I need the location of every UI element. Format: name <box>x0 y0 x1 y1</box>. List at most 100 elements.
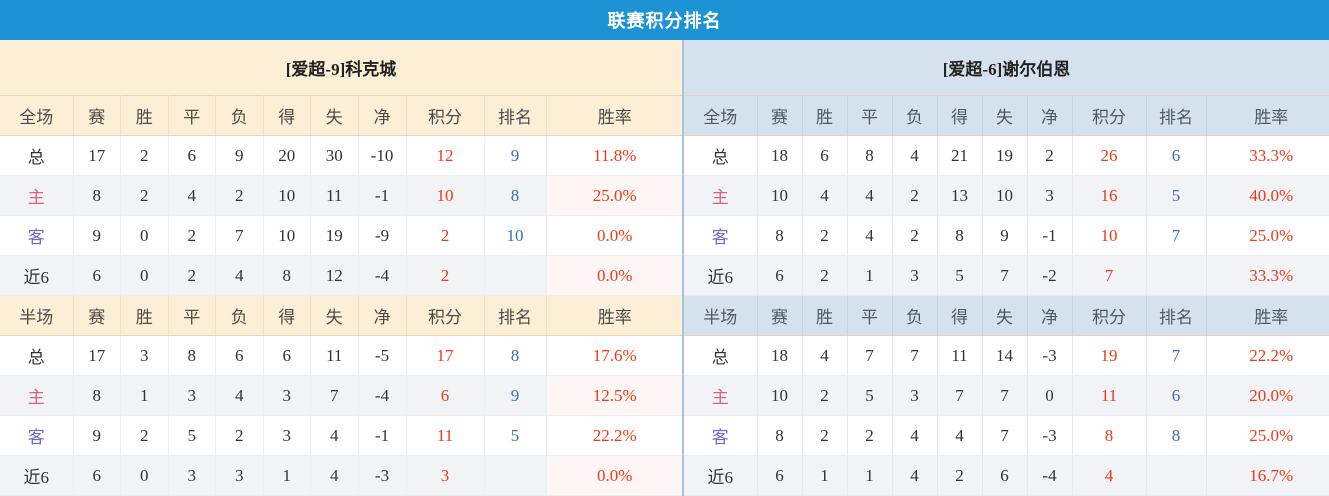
cell-played: 6 <box>757 255 803 296</box>
cell-draw: 4 <box>847 215 893 256</box>
cell-win: 2 <box>802 375 848 416</box>
column-header-4: 负 <box>892 295 938 336</box>
cell-gf: 10 <box>263 215 311 256</box>
home-team-standings-table: 全场赛胜平负得失净积分 排名 胜率总 17 2 6 9 20 30 -10 12 9 11.8% 主 8 2 4… <box>0 95 683 496</box>
cell-gf: 21 <box>937 135 983 176</box>
cell-rank <box>484 255 547 296</box>
column-header-10: 胜率 <box>1206 295 1329 336</box>
standings-panels: [爱超-9]科克城 全场赛胜平负得失净积分 排名 胜率总 17 2 6 9 20 30 -10 12… <box>0 40 1329 496</box>
cell-loss: 2 <box>892 175 938 216</box>
table-row: 近6 6 0 2 4 8 12 -4 2 0.0% <box>0 255 683 296</box>
away-team-name: [爱超-6]谢尔伯恩 <box>684 40 1329 95</box>
cell-win-rate: 0.0% <box>546 455 683 496</box>
cell-draw: 3 <box>168 375 216 416</box>
cell-gd: 2 <box>1027 135 1073 176</box>
cell-played: 6 <box>73 455 121 496</box>
cell-draw: 6 <box>168 135 216 176</box>
cell-points: 17 <box>406 335 485 376</box>
cell-draw: 5 <box>847 375 893 416</box>
cell-ga: 4 <box>310 455 359 496</box>
cell-loss: 4 <box>892 415 938 456</box>
cell-played: 9 <box>73 415 121 456</box>
cell-points: 16 <box>1072 175 1147 216</box>
cell-draw: 1 <box>847 255 893 296</box>
cell-gf: 5 <box>937 255 983 296</box>
table-row: 近6 6 2 1 3 5 7 -2 7 33.3% <box>684 255 1329 296</box>
column-header-1: 赛 <box>757 295 803 336</box>
cell-ga: 10 <box>982 175 1028 216</box>
cell-played: 10 <box>757 375 803 416</box>
cell-played: 9 <box>73 215 121 256</box>
cell-draw: 5 <box>168 415 216 456</box>
cell-gd: 3 <box>1027 175 1073 216</box>
cell-ga: 11 <box>310 335 359 376</box>
cell-draw: 8 <box>168 335 216 376</box>
row-label-home: 主 <box>684 175 758 216</box>
cell-gd: -3 <box>1027 415 1073 456</box>
cell-loss: 2 <box>215 415 264 456</box>
row-label-recent: 近6 <box>684 255 758 296</box>
column-header-8: 积分 <box>406 95 485 136</box>
cell-rank <box>1146 255 1207 296</box>
table-row: 主 8 2 4 2 10 11 -1 10 8 25.0% <box>0 175 683 216</box>
column-header-8: 积分 <box>1072 295 1147 336</box>
cell-gd: 0 <box>1027 375 1073 416</box>
cell-gd: -4 <box>358 255 407 296</box>
table-row: 总 18 4 7 7 11 14 -3 19 7 22.2% <box>684 335 1329 376</box>
column-header-3: 平 <box>168 95 216 136</box>
cell-ga: 14 <box>982 335 1028 376</box>
cell-played: 8 <box>757 215 803 256</box>
cell-points: 26 <box>1072 135 1147 176</box>
cell-played: 6 <box>73 255 121 296</box>
cell-points: 7 <box>1072 255 1147 296</box>
page-title-bar: 联赛积分排名 <box>0 0 1329 40</box>
cell-played: 18 <box>757 135 803 176</box>
cell-loss: 4 <box>215 375 264 416</box>
column-header-2: 胜 <box>120 95 169 136</box>
cell-win-rate: 33.3% <box>1206 255 1329 296</box>
row-label-total: 总 <box>684 335 758 376</box>
cell-gf: 6 <box>263 335 311 376</box>
cell-win-rate: 25.0% <box>546 175 683 216</box>
cell-rank: 10 <box>484 215 547 256</box>
cell-points: 6 <box>406 375 485 416</box>
column-header-0: 半场 <box>684 295 758 336</box>
column-header-5: 得 <box>937 95 983 136</box>
row-label-away: 客 <box>684 215 758 256</box>
cell-points: 8 <box>1072 415 1147 456</box>
cell-draw: 3 <box>168 455 216 496</box>
page-title: 联赛积分排名 <box>607 11 722 31</box>
cell-played: 6 <box>757 455 803 496</box>
cell-rank: 5 <box>1146 175 1207 216</box>
column-header-5: 得 <box>263 95 311 136</box>
cell-win-rate: 33.3% <box>1206 135 1329 176</box>
cell-draw: 2 <box>168 255 216 296</box>
cell-rank: 7 <box>1146 215 1207 256</box>
cell-gf: 7 <box>937 375 983 416</box>
cell-loss: 3 <box>892 255 938 296</box>
cell-win-rate: 25.0% <box>1206 215 1329 256</box>
column-header-3: 平 <box>847 295 893 336</box>
cell-win: 1 <box>120 375 169 416</box>
cell-win: 0 <box>120 455 169 496</box>
row-label-home: 主 <box>684 375 758 416</box>
cell-loss: 2 <box>215 175 264 216</box>
cell-draw: 2 <box>168 215 216 256</box>
away-team-panel: [爱超-6]谢尔伯恩 全场赛胜平负得失净积分 排名 胜率总 18 6 8 4 21 19 2 26 6… <box>682 40 1329 496</box>
cell-ga: 12 <box>310 255 359 296</box>
cell-rank: 8 <box>484 335 547 376</box>
table-row: 总 17 3 8 6 6 11 -5 17 8 17.6% <box>0 335 683 376</box>
away-team-table-body: 全场赛胜平负得失净积分 排名 胜率总 18 6 8 4 21 19 2 26 6 33.3% 主 10 4 4 2… <box>684 95 1329 496</box>
cell-loss: 3 <box>215 455 264 496</box>
row-label-home: 主 <box>0 375 74 416</box>
cell-loss: 7 <box>892 335 938 376</box>
column-header-7: 净 <box>1027 95 1073 136</box>
column-header-10: 胜率 <box>546 295 683 336</box>
away-team-standings-table: 全场赛胜平负得失净积分 排名 胜率总 18 6 8 4 21 19 2 26 6 33.3% 主 10 4 4 2… <box>684 95 1329 496</box>
row-label-recent: 近6 <box>0 455 74 496</box>
column-header-9: 排名 <box>484 295 547 336</box>
cell-ga: 6 <box>982 455 1028 496</box>
cell-points: 11 <box>406 415 485 456</box>
cell-points: 10 <box>406 175 485 216</box>
cell-gf: 1 <box>263 455 311 496</box>
